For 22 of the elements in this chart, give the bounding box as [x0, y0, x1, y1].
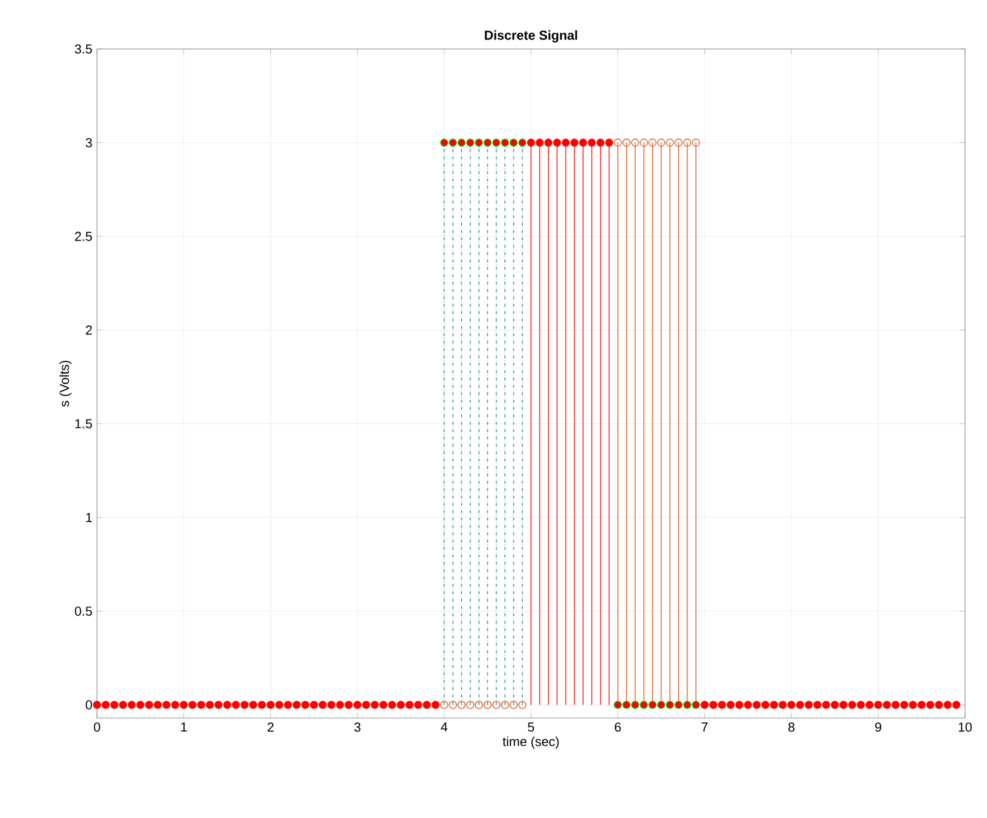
x-tick-label: 1 [181, 722, 187, 732]
x-tick-label: 7 [702, 722, 708, 732]
y-tick-label: 0.5 [74, 606, 92, 616]
y-tick-label: 1.5 [75, 419, 92, 428]
y-tick-label: 1 [86, 513, 92, 522]
x-tick-label: 10 [958, 722, 972, 732]
x-tick-label: 6 [614, 722, 621, 732]
x-tick-label: 4 [440, 722, 448, 732]
x-tick-label: 8 [788, 722, 794, 732]
y-tick-label: 3 [86, 138, 92, 148]
y-tick-label: 0 [86, 700, 92, 710]
y-tick-label: 2.5 [75, 232, 92, 241]
y-tick-label: 2 [86, 326, 92, 335]
x-axis-title: time (sec) [502, 736, 559, 749]
x-tick-label: 0 [94, 722, 100, 732]
x-tick-label: 3 [354, 722, 360, 732]
chart-title: Discrete Signal [484, 30, 578, 42]
x-tick-label: 9 [875, 722, 882, 732]
y-axis-title: s (Volts) [59, 360, 72, 407]
x-tick-label: 2 [268, 722, 274, 732]
x-tick-label: 5 [528, 722, 534, 732]
y-tick-label: 3.5 [74, 44, 92, 54]
